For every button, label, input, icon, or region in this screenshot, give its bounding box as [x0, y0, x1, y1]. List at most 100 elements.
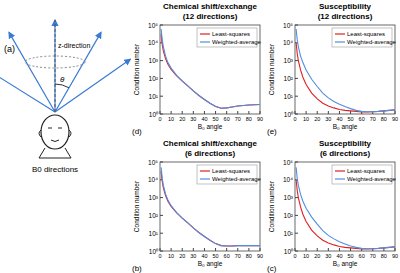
chart: Susceptibility(6 directions)10⁰10¹10²10³…: [267, 139, 398, 273]
x-tick: [306, 248, 307, 251]
legend-label: Least-squares: [347, 31, 385, 37]
x-tick: [226, 248, 227, 251]
legend-label: Least-squares: [212, 31, 250, 37]
x-tick-label: 90: [257, 116, 263, 122]
x-label: B₀ angle: [198, 260, 223, 268]
x-tick-label: 80: [246, 253, 252, 259]
x-tick-label: 70: [370, 116, 376, 122]
x-tick: [204, 111, 205, 114]
panel-label: (d): [132, 127, 142, 136]
legend-swatch: [335, 41, 345, 42]
legend-swatch: [335, 178, 345, 179]
legend-label: Weighted-average: [347, 176, 397, 182]
y-tick-label: 10¹: [284, 230, 294, 237]
x-tick: [193, 248, 194, 251]
y-tick: [295, 233, 298, 234]
x-tick-label: 90: [257, 253, 263, 259]
y-tick: [295, 162, 298, 163]
title: Susceptibility: [319, 139, 372, 148]
x-tick: [248, 248, 249, 251]
x-tick: [328, 248, 329, 251]
chart: Chemical shift/exchange(12 directions)10…: [132, 2, 263, 136]
x-tick-label: 70: [370, 253, 376, 259]
y-tick: [160, 60, 163, 61]
x-tick: [317, 111, 318, 114]
y-tick-label: 10¹: [149, 93, 159, 100]
x-tick-label: 0: [293, 253, 296, 259]
x-tick: [237, 248, 238, 251]
y-tick-label: 10³: [284, 57, 294, 64]
x-tick-label: 50: [212, 116, 218, 122]
x-tick: [237, 111, 238, 114]
x-tick: [248, 111, 249, 114]
x-label: B₀ angle: [333, 123, 358, 131]
x-tick: [204, 248, 205, 251]
x-tick-label: 20: [179, 253, 185, 259]
b0-arrow: [9, 32, 55, 112]
legend-label: Weighted-average: [212, 39, 262, 45]
panel-label: (a): [4, 44, 15, 54]
x-tick-label: 0: [293, 116, 296, 122]
y-tick-label: 10²: [149, 75, 159, 82]
x-tick: [317, 248, 318, 251]
y-tick-label: 10⁰: [149, 248, 159, 255]
y-tick-label: 10⁵: [283, 22, 293, 29]
y-tick: [160, 96, 163, 97]
y-label: Condition number: [268, 180, 275, 232]
y-tick-label: 10⁴: [148, 176, 158, 183]
x-tick-label: 30: [325, 253, 331, 259]
legend-swatch: [335, 170, 345, 171]
y-tick: [160, 233, 163, 234]
subtitle: (12 directions): [318, 12, 373, 21]
b0-arrow: [55, 32, 101, 112]
x-tick-label: 90: [392, 116, 398, 122]
x-tick: [215, 248, 216, 251]
x-tick: [160, 248, 161, 251]
y-tick: [295, 197, 298, 198]
y-tick: [160, 197, 163, 198]
subtitle: (6 directions): [320, 149, 371, 158]
x-tick: [160, 111, 161, 114]
legend-swatch: [200, 33, 210, 34]
y-tick: [160, 78, 163, 79]
y-label: Condition number: [133, 43, 140, 95]
y-tick: [295, 78, 298, 79]
y-tick-label: 10⁴: [148, 39, 158, 46]
subtitle: (6 directions): [185, 149, 236, 158]
x-tick: [306, 111, 307, 114]
title: Chemical shift/exchange: [163, 2, 257, 11]
y-tick-label: 10³: [149, 194, 159, 201]
y-tick-label: 10²: [149, 212, 159, 219]
y-tick-label: 10¹: [284, 93, 294, 100]
x-tick-label: 20: [179, 116, 185, 122]
legend-swatch: [200, 178, 210, 179]
x-tick-label: 40: [336, 116, 342, 122]
x-tick: [215, 111, 216, 114]
legend-label: Weighted-average: [347, 39, 397, 45]
x-tick-label: 20: [314, 116, 320, 122]
y-label: Condition number: [133, 180, 140, 232]
x-tick: [193, 111, 194, 114]
x-tick: [260, 248, 261, 251]
legend-swatch: [200, 170, 210, 171]
diagram-caption: B0 directions: [32, 165, 78, 174]
title: Chemical shift/exchange: [163, 139, 257, 148]
x-tick-label: 40: [201, 253, 207, 259]
x-tick: [395, 248, 396, 251]
x-tick: [328, 111, 329, 114]
y-tick-label: 10³: [284, 194, 294, 201]
x-label: B₀ angle: [198, 123, 223, 131]
y-tick: [295, 25, 298, 26]
z-axis: [55, 20, 56, 112]
neck: [39, 148, 71, 158]
x-tick: [182, 111, 183, 114]
x-tick-label: 60: [224, 253, 230, 259]
x-tick-label: 50: [212, 253, 218, 259]
y-tick-label: 10⁵: [148, 22, 158, 29]
y-tick-label: 10⁰: [149, 111, 159, 118]
b0-arrow: [0, 63, 55, 112]
x-tick-label: 80: [381, 116, 387, 122]
y-tick-label: 10⁵: [283, 159, 293, 166]
chart: Chemical shift/exchange(6 directions) 10⁰…: [132, 139, 263, 273]
x-tick: [339, 111, 340, 114]
